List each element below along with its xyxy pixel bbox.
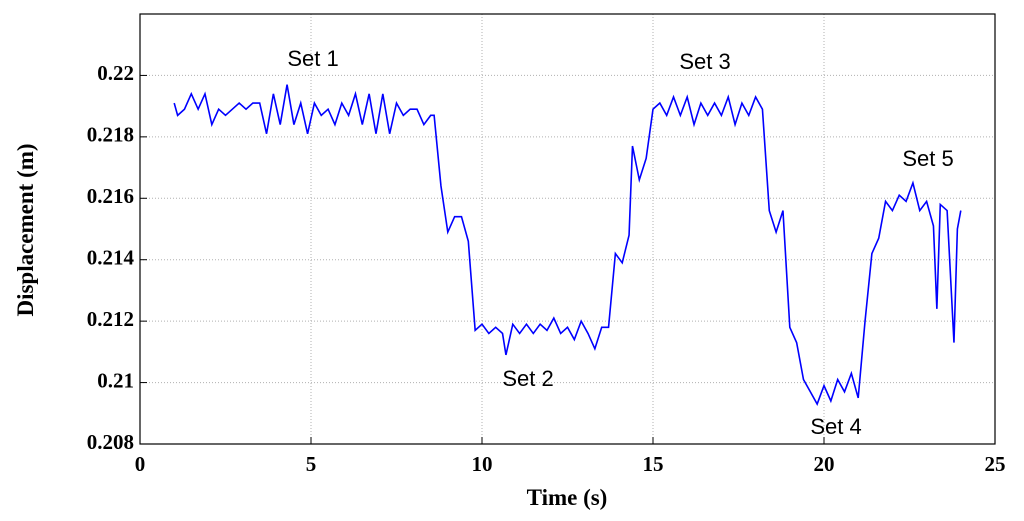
annotation: Set 1 (287, 46, 338, 71)
annotation: Set 3 (679, 49, 730, 74)
data-line (173, 84, 962, 406)
x-axis-label: Time (s) (527, 485, 608, 510)
y-tick-label: 0.22 (97, 61, 134, 85)
x-tick-label: 20 (814, 452, 835, 476)
y-tick-label: 0.216 (87, 184, 134, 208)
annotation: Set 2 (502, 366, 553, 391)
y-tick-label: 0.21 (97, 368, 134, 392)
y-tick-label: 0.212 (87, 307, 134, 331)
y-tick-label: 0.214 (87, 246, 135, 270)
y-tick-label: 0.218 (87, 123, 134, 147)
x-tick-label: 15 (643, 452, 664, 476)
x-tick-label: 0 (135, 452, 146, 476)
annotation: Set 4 (810, 414, 861, 439)
plot-frame (139, 13, 996, 445)
x-tick-label: 10 (472, 452, 493, 476)
x-tick-label: 25 (985, 452, 1006, 476)
x-tick-label: 5 (306, 452, 317, 476)
annotation: Set 5 (902, 146, 953, 171)
y-tick-label: 0.208 (87, 430, 134, 454)
y-axis-label: Displacement (m) (13, 143, 38, 316)
